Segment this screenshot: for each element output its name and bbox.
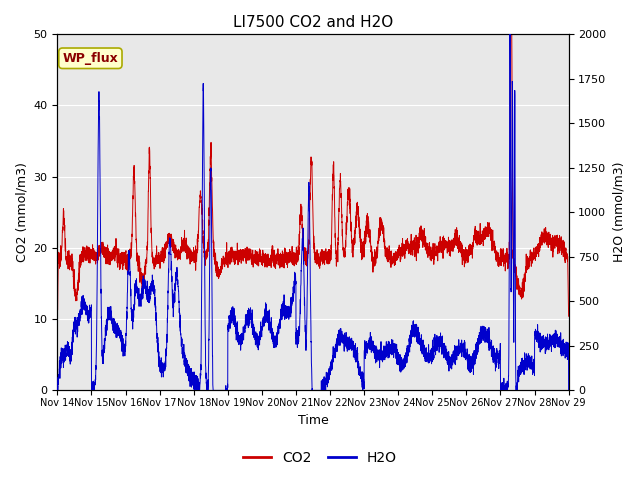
- X-axis label: Time: Time: [298, 414, 328, 427]
- Text: WP_flux: WP_flux: [63, 52, 118, 65]
- Title: LI7500 CO2 and H2O: LI7500 CO2 and H2O: [233, 15, 393, 30]
- Y-axis label: H2O (mmol/m3): H2O (mmol/m3): [612, 162, 625, 263]
- Y-axis label: CO2 (mmol/m3): CO2 (mmol/m3): [15, 162, 28, 262]
- Legend: CO2, H2O: CO2, H2O: [237, 445, 403, 471]
